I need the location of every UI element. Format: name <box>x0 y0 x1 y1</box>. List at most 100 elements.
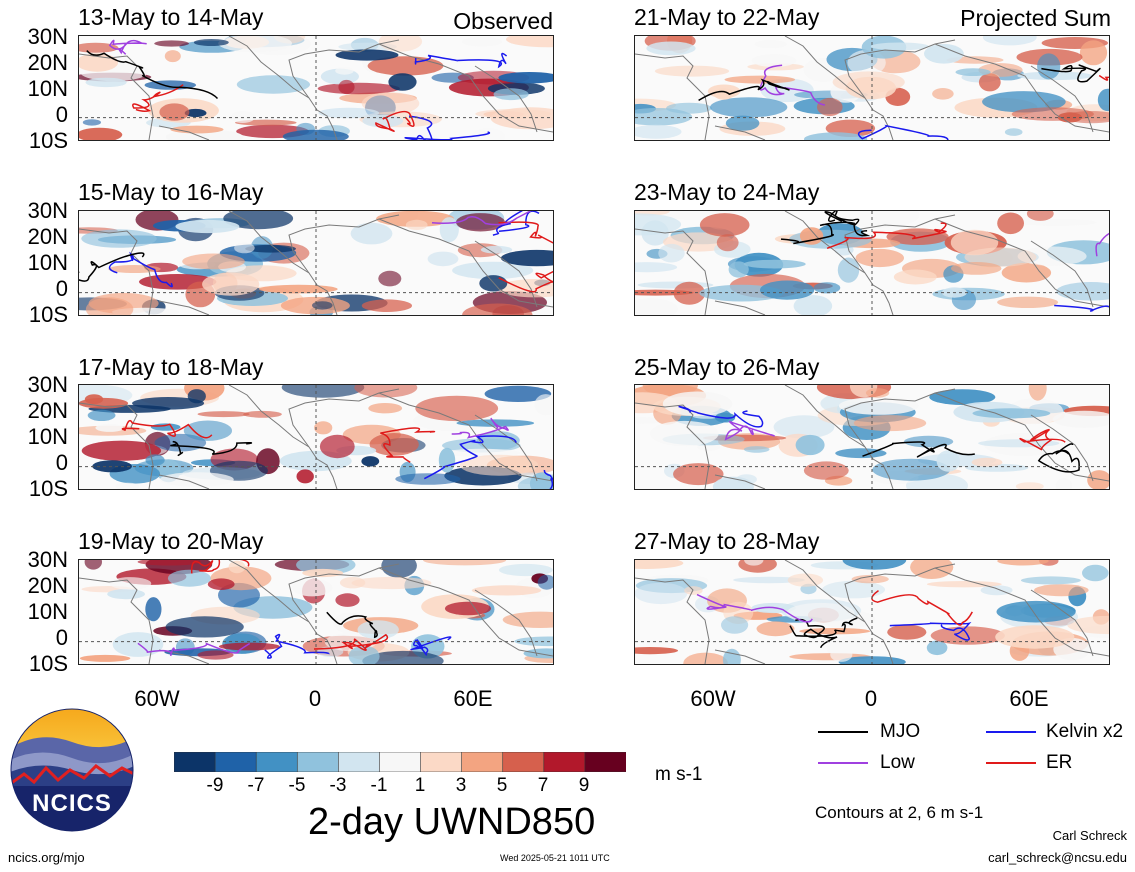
wind-shading <box>87 409 116 421</box>
wind-shading <box>79 42 119 53</box>
colorbar-swatch <box>502 751 545 773</box>
wind-shading <box>1067 615 1109 635</box>
wind-shading <box>318 107 380 119</box>
contour-line <box>108 39 147 55</box>
wind-shading <box>997 296 1059 308</box>
contour-line <box>121 419 213 439</box>
wind-shading <box>870 42 929 51</box>
contour-line <box>451 417 509 439</box>
coastline <box>934 392 1109 482</box>
wind-shading <box>183 420 232 441</box>
wind-shading <box>115 482 140 489</box>
wind-shading <box>187 389 206 404</box>
contour-line <box>492 211 540 236</box>
wind-shading <box>218 642 280 651</box>
map-panel-right-4 <box>634 559 1110 665</box>
contour-line <box>1019 428 1066 451</box>
wind-shading <box>167 569 211 587</box>
wind-shading <box>230 111 256 123</box>
map-panel-left-1 <box>78 35 554 141</box>
wind-shading <box>357 620 399 640</box>
wind-shading <box>924 44 964 64</box>
colorbar-swatch <box>255 751 299 773</box>
map-graphic <box>635 560 1109 664</box>
lat-label: 10N <box>27 424 68 449</box>
wind-shading <box>721 616 749 634</box>
coastline <box>784 560 894 664</box>
wind-shading <box>245 244 296 253</box>
wind-shading <box>319 434 355 459</box>
colorbar-tick: -9 <box>206 775 224 796</box>
colorbar-tick: -5 <box>288 775 306 796</box>
lat-label: 30N <box>27 24 68 49</box>
coastline <box>635 53 710 140</box>
wind-shading <box>223 211 294 230</box>
coastline <box>635 577 710 664</box>
wind-shading <box>312 301 333 310</box>
coastline <box>474 65 538 133</box>
map-graphic <box>635 211 1109 315</box>
lat-label: 10N <box>27 250 68 275</box>
wind-shading <box>835 448 887 459</box>
map-graphic <box>635 385 1109 489</box>
wind-shading <box>635 213 682 236</box>
wind-shading <box>716 234 739 252</box>
wind-shading <box>795 434 825 456</box>
wind-shading <box>480 245 513 254</box>
wind-shading <box>1052 410 1109 428</box>
coastline <box>844 39 956 99</box>
contour-line <box>696 593 813 623</box>
coastline <box>228 211 338 315</box>
contours-note: Contours at 2, 6 m s-1 <box>815 803 984 822</box>
wind-shading <box>836 211 920 228</box>
ncics-logo: NCICS <box>10 708 134 832</box>
contour-line <box>410 636 452 656</box>
coastline <box>378 218 553 308</box>
coastline <box>934 218 1109 308</box>
wind-shading <box>853 415 927 432</box>
wind-shading <box>506 36 553 48</box>
footer-author: Carl Schreck <box>1052 828 1127 843</box>
wind-shading <box>724 75 796 84</box>
wind-shading <box>804 132 868 140</box>
wind-shading <box>1037 53 1061 80</box>
legend-mjo-label: MJO <box>880 721 921 742</box>
wind-shading <box>1055 478 1073 489</box>
wind-shading <box>154 40 189 47</box>
wind-shading <box>500 249 553 267</box>
coastline <box>714 649 766 664</box>
wind-shading <box>362 650 444 664</box>
wind-shading <box>1004 128 1023 136</box>
coastline <box>714 474 766 489</box>
wind-shading <box>1079 40 1108 66</box>
wind-shading <box>81 440 162 461</box>
panel-title-left-2: 15-May to 16-May <box>78 179 264 205</box>
legend-er-line <box>986 762 1036 764</box>
wind-shading <box>786 602 855 624</box>
lon-label: 60W <box>134 686 180 711</box>
wind-shading <box>351 576 432 590</box>
wind-shading <box>159 472 234 487</box>
colorbar-tick: 7 <box>537 775 549 796</box>
colorbar-graphic <box>173 751 627 773</box>
lat-label: 10S <box>28 302 68 327</box>
wind-shading <box>234 242 255 254</box>
wind-shading <box>684 586 703 595</box>
legend-er-label: ER <box>1046 752 1073 773</box>
wind-shading <box>170 125 224 134</box>
wind-shading <box>415 395 499 422</box>
wind-shading <box>137 560 201 566</box>
wind-shading <box>459 454 539 476</box>
legend-mjo-line <box>818 731 868 733</box>
colorbar-swatch <box>461 751 504 773</box>
coastline <box>288 214 400 274</box>
wind-shading <box>635 124 682 139</box>
wind-shading <box>851 574 889 584</box>
wind-shading <box>635 298 678 315</box>
lat-label: 10S <box>28 128 68 153</box>
panel-title-left-3: 17-May to 18-May <box>78 354 264 380</box>
wind-shading <box>837 257 860 283</box>
wind-shading <box>292 579 333 597</box>
wind-shading <box>145 597 162 622</box>
wind-shading <box>84 560 102 570</box>
